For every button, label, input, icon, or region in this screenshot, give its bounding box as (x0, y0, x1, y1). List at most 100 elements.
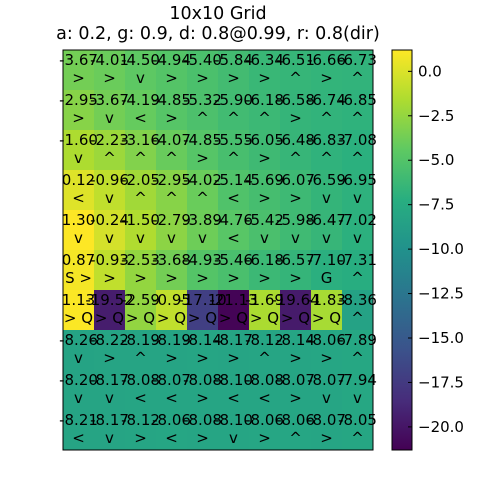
cell-policy-marker: ^ (196, 189, 209, 207)
heatmap-cell (218, 170, 250, 211)
heatmap-cell (187, 250, 219, 291)
cell-value-label: -1.83 (307, 291, 346, 309)
heatmap-cell (94, 210, 126, 251)
heatmap-cell (187, 410, 219, 451)
cell-value-label: -5.90 (214, 91, 253, 109)
cell-value-label: -6.59 (307, 171, 346, 189)
cell-value-label: -8.07 (152, 371, 191, 389)
cell-value-label: -0.24 (90, 211, 129, 229)
cell-value-label: -7.31 (338, 251, 377, 269)
chart-title-line-2: a: 0.2, g: 0.9, d: 0.8@0.99, r: 0.8(dir) (56, 24, 380, 44)
heatmap-cell (342, 330, 374, 371)
heatmap-cell (280, 250, 312, 291)
heatmap-cell (187, 50, 219, 91)
heatmap-cell (342, 90, 374, 131)
cell-value-label: -5.84 (214, 51, 253, 69)
cell-value-label: -3.67 (90, 91, 129, 109)
heatmap-cell (187, 170, 219, 211)
heatmap-cell (94, 250, 126, 291)
cell-policy-marker: > Q (281, 309, 310, 327)
cell-policy-marker: > (320, 349, 333, 367)
cell-value-label: -8.12 (245, 331, 284, 349)
heatmap-cell (311, 130, 343, 171)
cell-value-label: -5.14 (214, 171, 253, 189)
cell-value-label: -3.68 (152, 251, 191, 269)
heatmap-cell (63, 130, 95, 171)
cell-value-label: -6.48 (276, 131, 315, 149)
cell-policy-marker: > (196, 349, 209, 367)
cell-value-label: -7.89 (338, 331, 377, 349)
cell-policy-marker: > (134, 269, 147, 287)
cell-value-label: -5.40 (183, 51, 222, 69)
cell-value-label: -19.52 (85, 291, 133, 309)
cell-value-label: -7.02 (338, 211, 377, 229)
heatmap-cell (218, 410, 250, 451)
cell-policy-marker: > (196, 269, 209, 287)
cell-policy-marker: > (289, 109, 302, 127)
heatmap-cell (249, 50, 281, 91)
heatmap-cell (63, 250, 95, 291)
cell-value-label: -4.07 (152, 131, 191, 149)
cell-policy-marker: v (353, 189, 362, 207)
heatmap-cell (156, 290, 188, 331)
colorbar-tick-label: −20.0 (418, 418, 464, 436)
heatmap-cell (187, 370, 219, 411)
cell-value-label: -3.67 (59, 51, 98, 69)
cell-value-label: -6.58 (276, 91, 315, 109)
cell-value-label: -1.69 (245, 291, 284, 309)
heatmap-cell (342, 290, 374, 331)
heatmap-cell (94, 50, 126, 91)
cell-value-label: -4.85 (152, 91, 191, 109)
heatmap-cell (63, 90, 95, 131)
cell-policy-marker: ^ (134, 349, 147, 367)
heatmap-cell (63, 370, 95, 411)
cell-policy-marker: > (289, 389, 302, 407)
cell-policy-marker: ^ (351, 309, 364, 327)
cell-policy-marker: v (105, 189, 114, 207)
cell-policy-marker: v (74, 229, 83, 247)
heatmap-cell (63, 290, 95, 331)
cell-policy-marker: > Q (219, 309, 248, 327)
heatmap-cell (342, 370, 374, 411)
cell-policy-marker: < (165, 389, 178, 407)
heatmap-cell (280, 330, 312, 371)
heatmap-cell (94, 170, 126, 211)
cell-value-label: -6.85 (338, 91, 377, 109)
cell-value-label: -8.08 (121, 371, 160, 389)
heatmap-cell (94, 290, 126, 331)
colorbar-tick-label: −12.5 (418, 285, 464, 303)
heatmap-cell (280, 90, 312, 131)
heatmap-cell (156, 170, 188, 211)
cell-value-label: -4.93 (183, 251, 222, 269)
cell-policy-marker: v (105, 229, 114, 247)
cell-policy-marker: > Q (157, 309, 186, 327)
cell-policy-marker: > (320, 69, 333, 87)
cell-policy-marker: < (134, 109, 147, 127)
heatmap-cell (156, 210, 188, 251)
heatmap-cell (249, 210, 281, 251)
cell-policy-marker: v (105, 389, 114, 407)
heatmap-cell (249, 290, 281, 331)
heatmap-cell (311, 210, 343, 251)
heatmap-cell (156, 370, 188, 411)
cell-value-label: -17.10 (178, 291, 226, 309)
heatmap-cell (280, 50, 312, 91)
heatmap-cell (63, 410, 95, 451)
heatmap-cell (249, 170, 281, 211)
cell-value-label: -5.42 (245, 211, 284, 229)
cell-policy-marker: > (320, 429, 333, 447)
cell-value-label: -6.51 (276, 51, 315, 69)
cell-value-label: -8.21 (59, 411, 98, 429)
colorbar-tick-label: −7.5 (418, 196, 454, 214)
cell-policy-marker: ^ (289, 69, 302, 87)
cell-policy-marker: > (72, 69, 85, 87)
cell-policy-marker: < (258, 389, 271, 407)
heatmap-cell (156, 410, 188, 451)
cell-value-label: 0.12 (62, 171, 95, 189)
heatmap-cell (125, 210, 157, 251)
heatmap-cell (249, 410, 281, 451)
heatmap-cell (94, 90, 126, 131)
cell-policy-marker: v (136, 69, 145, 87)
colorbar-ticks: 0.0 −2.5 −5.0 −7.5 −10.0 −12.5 −15.0 −17.5 −20.0 (408, 62, 464, 436)
cell-policy-marker: > (258, 429, 271, 447)
